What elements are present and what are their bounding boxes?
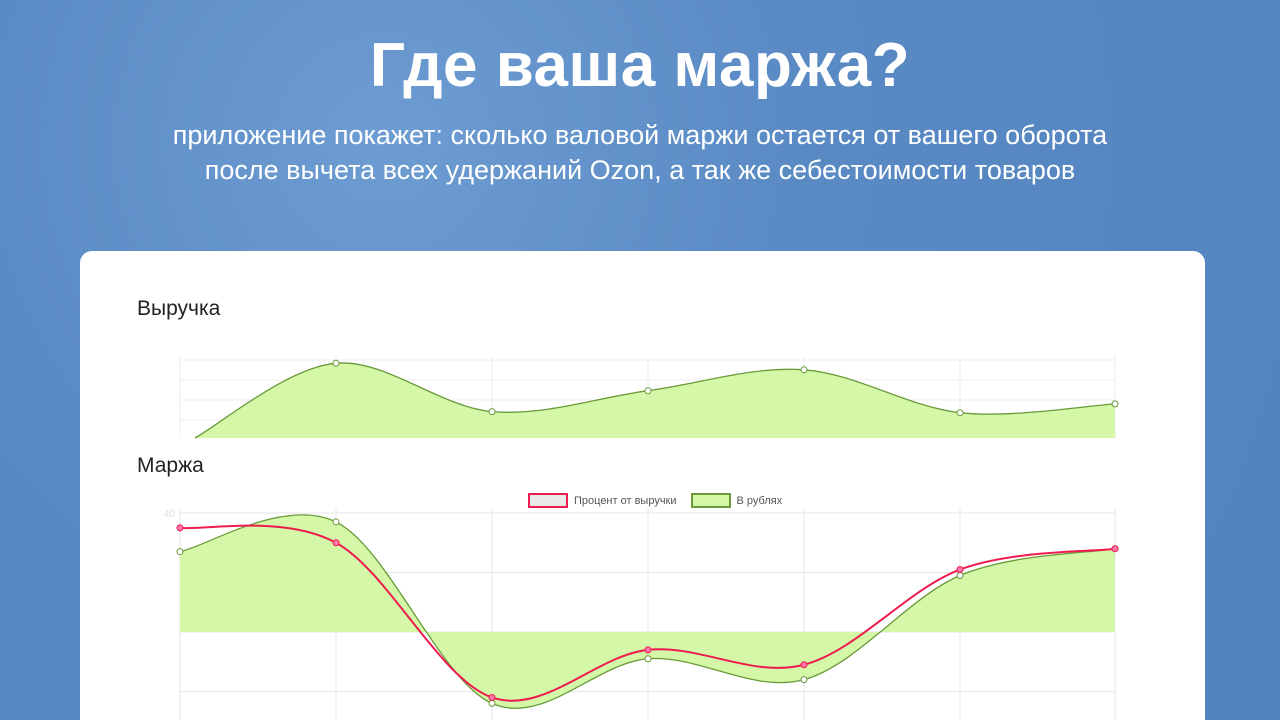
legend-label-percent: Процент от выручки [574, 494, 677, 507]
legend-swatch-percent [528, 493, 568, 508]
margin-percent-point [332, 539, 340, 547]
chart-card: 40 Выручка Маржа Процент от выручки В ру… [80, 251, 1205, 720]
revenue-point [956, 409, 964, 417]
margin-percent-point [956, 566, 964, 574]
subtitle-line-1: приложение покажет: сколько валовой марж… [172, 120, 1108, 150]
margin-rubles-point [644, 655, 652, 663]
revenue-area [195, 362, 1115, 438]
margin-rubles-point [332, 518, 340, 526]
margin-y-tick-label: 40 [164, 509, 176, 520]
charts-svg: 40 [164, 356, 1119, 720]
revenue-point [800, 366, 808, 374]
margin-percent-point [644, 646, 652, 654]
margin-rubles-point [488, 699, 496, 707]
subtitle: приложение покажет: сколько валовой марж… [0, 118, 1280, 188]
legend-label-rubles: В рублях [736, 494, 783, 507]
margin-percent-point [176, 524, 184, 532]
margin-percent-point [800, 661, 808, 669]
revenue-point [488, 408, 496, 416]
margin-percent-point [488, 693, 496, 701]
margin-rubles-point [800, 676, 808, 684]
revenue-chart-title: Выручка [137, 297, 221, 320]
margin-rubles-point [176, 548, 184, 556]
page-title: Где ваша маржа? [369, 31, 911, 100]
margin-rubles-area [180, 514, 1115, 709]
margin-percent-point [1111, 545, 1119, 553]
revenue-point [1111, 400, 1119, 408]
revenue-point [644, 387, 652, 395]
legend: Процент от выручки В рублях [528, 493, 782, 508]
legend-swatch-rubles [690, 493, 731, 508]
subtitle-line-2: после вычета всех удержаний Ozon, а так … [204, 155, 1076, 185]
margin-chart-title: Маржа [137, 454, 204, 477]
revenue-point [332, 359, 340, 367]
margin-rubles-point [956, 571, 964, 579]
